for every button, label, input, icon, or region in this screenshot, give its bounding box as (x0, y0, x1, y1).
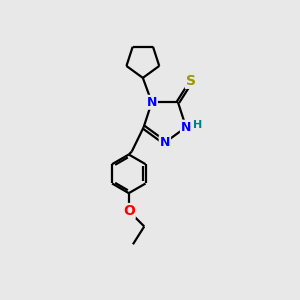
Text: N: N (181, 121, 191, 134)
Text: N: N (160, 136, 170, 149)
Text: S: S (186, 74, 196, 88)
Text: H: H (193, 120, 202, 130)
Text: O: O (123, 204, 135, 218)
Text: N: N (147, 96, 157, 109)
